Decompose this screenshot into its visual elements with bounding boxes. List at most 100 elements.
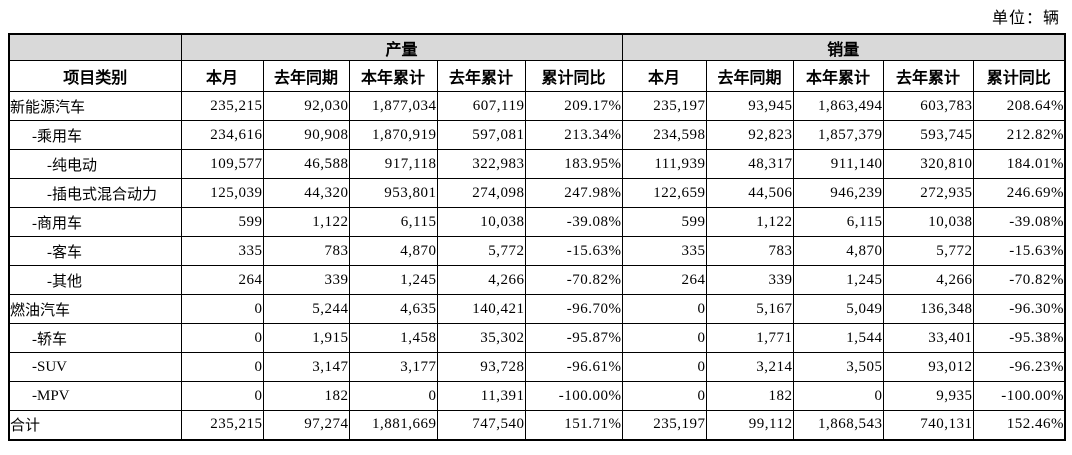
cell: 246.69% <box>972 178 1066 208</box>
cell: 599 <box>180 207 264 237</box>
cell: 92,030 <box>262 91 350 121</box>
group-header-row: 产量 销量 <box>8 33 1066 61</box>
cell: 90,908 <box>262 120 350 150</box>
cell: 184.01% <box>972 149 1066 179</box>
cell: 99,112 <box>705 410 794 440</box>
cell: 0 <box>180 294 264 324</box>
cell: -96.61% <box>524 352 623 382</box>
sales-col-yoy: 累计同比 <box>972 60 1066 92</box>
sales-col-last-year-period: 去年同期 <box>705 60 794 92</box>
cell: 6,115 <box>792 207 884 237</box>
row-label: -SUV <box>8 352 182 382</box>
cell: 1,245 <box>348 265 438 295</box>
production-sales-table: 产量 销量 项目类别 本月 去年同期 本年累计 去年累计 累计同比 本月 去年同… <box>8 33 1066 441</box>
cell: 599 <box>621 207 707 237</box>
cell: 597,081 <box>436 120 526 150</box>
row-label: 燃油汽车 <box>8 294 182 324</box>
cell: 0 <box>180 323 264 353</box>
production-col-last-year-ytd: 去年累计 <box>436 60 526 92</box>
row-label: -客车 <box>8 236 182 266</box>
cell: 0 <box>348 381 438 411</box>
cell: 4,635 <box>348 294 438 324</box>
cell: 1,877,034 <box>348 91 438 121</box>
cell: -96.70% <box>524 294 623 324</box>
cell: 5,167 <box>705 294 794 324</box>
cell: 607,119 <box>436 91 526 121</box>
table-row: -商用车 599 1,122 6,115 10,038 -39.08% 599 … <box>8 207 1066 237</box>
table-row: -SUV 0 3,147 3,177 93,728 -96.61% 0 3,21… <box>8 352 1066 382</box>
table-row: -纯电动 109,577 46,588 917,118 322,983 183.… <box>8 149 1066 179</box>
category-column-header: 项目类别 <box>8 60 182 92</box>
cell: 0 <box>792 381 884 411</box>
cell: 5,772 <box>882 236 974 266</box>
production-group-header: 产量 <box>180 33 623 61</box>
cell: 1,458 <box>348 323 438 353</box>
cell: -96.30% <box>972 294 1066 324</box>
cell: 44,506 <box>705 178 794 208</box>
cell: 93,728 <box>436 352 526 382</box>
cell: 0 <box>180 381 264 411</box>
cell: 1,915 <box>262 323 350 353</box>
cell: 1,245 <box>792 265 884 295</box>
cell: 264 <box>621 265 707 295</box>
table-row: 燃油汽车 0 5,244 4,635 140,421 -96.70% 0 5,1… <box>8 294 1066 324</box>
cell: -15.63% <box>972 236 1066 266</box>
cell: 183.95% <box>524 149 623 179</box>
production-col-ytd: 本年累计 <box>348 60 438 92</box>
cell: 3,177 <box>348 352 438 382</box>
corner-cell <box>8 33 182 61</box>
cell: 740,131 <box>882 410 974 440</box>
cell: 125,039 <box>180 178 264 208</box>
table-row: 合计 235,215 97,274 1,881,669 747,540 151.… <box>8 410 1066 440</box>
cell: 111,939 <box>621 149 707 179</box>
cell: 953,801 <box>348 178 438 208</box>
cell: 946,239 <box>792 178 884 208</box>
sales-col-month: 本月 <box>621 60 707 92</box>
cell: 44,320 <box>262 178 350 208</box>
cell: 48,317 <box>705 149 794 179</box>
cell: -70.82% <box>972 265 1066 295</box>
cell: 97,274 <box>262 410 350 440</box>
cell: 917,118 <box>348 149 438 179</box>
cell: 1,881,669 <box>348 410 438 440</box>
cell: -95.87% <box>524 323 623 353</box>
row-label: -其他 <box>8 265 182 295</box>
row-label: -MPV <box>8 381 182 411</box>
cell: 274,098 <box>436 178 526 208</box>
row-label: -轿车 <box>8 323 182 353</box>
cell: 264 <box>180 265 264 295</box>
production-col-yoy: 累计同比 <box>524 60 623 92</box>
cell: 234,598 <box>621 120 707 150</box>
cell: 93,945 <box>705 91 794 121</box>
cell: 10,038 <box>436 207 526 237</box>
cell: 136,348 <box>882 294 974 324</box>
cell: 151.71% <box>524 410 623 440</box>
cell: 140,421 <box>436 294 526 324</box>
table-row: -轿车 0 1,915 1,458 35,302 -95.87% 0 1,771… <box>8 323 1066 353</box>
row-label: -纯电动 <box>8 149 182 179</box>
cell: 1,857,379 <box>792 120 884 150</box>
row-label: 合计 <box>8 410 182 440</box>
cell: 93,012 <box>882 352 974 382</box>
cell: -95.38% <box>972 323 1066 353</box>
cell: 5,772 <box>436 236 526 266</box>
cell: 1,863,494 <box>792 91 884 121</box>
cell: 5,049 <box>792 294 884 324</box>
cell: 9,935 <box>882 381 974 411</box>
cell: 33,401 <box>882 323 974 353</box>
cell: 747,540 <box>436 410 526 440</box>
cell: 3,147 <box>262 352 350 382</box>
cell: 122,659 <box>621 178 707 208</box>
cell: 339 <box>705 265 794 295</box>
table-row: -客车 335 783 4,870 5,772 -15.63% 335 783 … <box>8 236 1066 266</box>
cell: 593,745 <box>882 120 974 150</box>
cell: -100.00% <box>524 381 623 411</box>
cell: 1,771 <box>705 323 794 353</box>
cell: 0 <box>180 352 264 382</box>
cell: 1,122 <box>705 207 794 237</box>
cell: 10,038 <box>882 207 974 237</box>
production-col-month: 本月 <box>180 60 264 92</box>
cell: 247.98% <box>524 178 623 208</box>
unit-label: 单位：辆 <box>991 10 1060 27</box>
sales-group-header: 销量 <box>621 33 1066 61</box>
